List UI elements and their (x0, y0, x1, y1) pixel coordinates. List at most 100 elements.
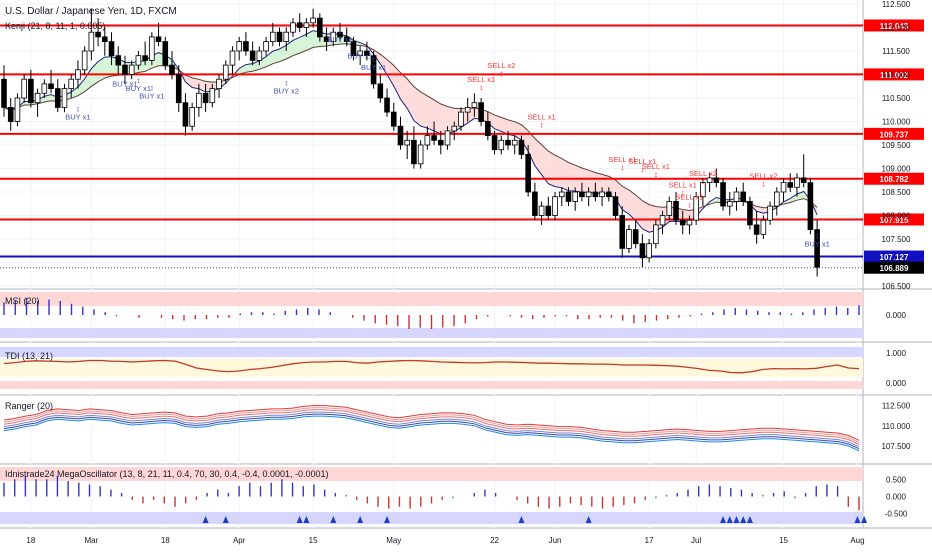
candle-body[interactable] (673, 200, 679, 221)
candle-body[interactable] (511, 139, 518, 146)
candle-body[interactable] (216, 78, 222, 89)
candle-body[interactable] (558, 191, 565, 198)
price-tick-label[interactable]: 108.500 (882, 188, 911, 197)
time-tick-label[interactable]: Apr (233, 536, 246, 545)
price-tick-label[interactable]: 107.500 (882, 235, 911, 244)
candle-body[interactable] (249, 50, 256, 61)
candle-body[interactable] (189, 107, 195, 127)
candle-body[interactable] (343, 36, 350, 43)
candle-body[interactable] (229, 50, 236, 66)
candle-body[interactable] (303, 22, 310, 28)
candle-body[interactable] (310, 17, 316, 24)
candle-body[interactable] (21, 78, 27, 99)
candle-body[interactable] (377, 83, 384, 99)
candle-body[interactable] (437, 139, 444, 146)
candle-body[interactable] (122, 64, 128, 75)
level-axis-box[interactable] (864, 19, 924, 32)
candle-body[interactable] (505, 139, 511, 146)
time-tick-label[interactable]: Jul (691, 536, 701, 545)
candle-body[interactable] (283, 31, 290, 43)
ranger-tick-label[interactable]: 110.000 (882, 422, 911, 431)
candle-body[interactable] (222, 64, 229, 80)
candle-body[interactable] (592, 191, 599, 198)
candle-body[interactable] (525, 153, 531, 193)
candle-body[interactable] (619, 215, 626, 249)
candle-body[interactable] (491, 135, 498, 151)
price-tick-label[interactable]: 106.500 (882, 282, 911, 291)
candle-body[interactable] (384, 97, 390, 113)
candle-body[interactable] (81, 50, 88, 71)
candle-body[interactable] (518, 139, 525, 155)
candle-body[interactable] (424, 135, 431, 146)
time-tick-label[interactable]: Aug (850, 536, 864, 545)
candle-body[interactable] (256, 50, 263, 61)
candle-body[interactable] (713, 177, 720, 183)
time-axis[interactable]: 18 Mar 18 Apr 15 May 22 Jun 17 Jul 15 Aug (26, 536, 864, 545)
candle-body[interactable] (726, 200, 733, 207)
level-axis-box[interactable] (864, 250, 924, 263)
candle-body[interactable] (585, 191, 592, 198)
candle-body[interactable] (767, 205, 773, 221)
level-axis-label[interactable]: 108.782 (880, 175, 909, 184)
candle-body[interactable] (478, 102, 484, 122)
horizontal-levels[interactable]: 112.043 111.002 109.737 108.782 107.915 107.1… (0, 19, 924, 274)
time-tick-label[interactable]: 17 (645, 536, 654, 545)
candle-body[interactable] (75, 69, 81, 80)
candle-body[interactable] (807, 182, 814, 231)
candle-body[interactable] (552, 196, 558, 216)
candle-body[interactable] (1, 78, 7, 108)
candle-body[interactable] (666, 200, 673, 216)
candle-body[interactable] (397, 125, 404, 146)
candle-body[interactable] (390, 111, 397, 127)
candle-body[interactable] (774, 191, 780, 207)
candle-body[interactable] (290, 22, 296, 33)
candle-body[interactable] (88, 31, 95, 52)
candle-body[interactable] (451, 125, 458, 132)
candle-body[interactable] (626, 229, 632, 249)
time-tick-label[interactable]: Mar (84, 536, 98, 545)
time-tick-label[interactable]: Jun (549, 536, 562, 545)
candle-body[interactable] (243, 41, 249, 52)
candle-body[interactable] (639, 243, 646, 259)
level-axis-label[interactable]: 106.889 (880, 264, 909, 273)
candle-body[interactable] (794, 177, 800, 188)
candle-body[interactable] (532, 191, 538, 216)
candle-body[interactable] (780, 182, 787, 193)
candle-body[interactable] (740, 191, 746, 202)
candle-body[interactable] (209, 88, 216, 104)
candle-body[interactable] (471, 102, 478, 108)
candle-body[interactable] (296, 22, 303, 28)
candle-body[interactable] (787, 182, 794, 188)
candle-body[interactable] (572, 191, 578, 202)
price-tick-label[interactable]: 109.500 (882, 141, 911, 150)
candle-body[interactable] (14, 97, 21, 122)
candle-body[interactable] (814, 229, 820, 268)
candle-body[interactable] (444, 130, 451, 146)
candle-body[interactable] (612, 196, 619, 216)
candle-body[interactable] (679, 219, 686, 226)
candle-body[interactable] (653, 224, 659, 245)
candle-body[interactable] (108, 41, 115, 57)
candle-body[interactable] (599, 191, 605, 198)
price-tick-label[interactable]: 112.000 (882, 24, 911, 33)
candle-body[interactable] (485, 121, 491, 136)
candle-body[interactable] (700, 182, 706, 198)
candle-body[interactable] (760, 219, 767, 235)
level-axis-box[interactable] (864, 68, 924, 81)
candle-body[interactable] (54, 88, 61, 108)
price-tick-label[interactable]: 109.000 (882, 165, 911, 174)
candle-body[interactable] (34, 92, 41, 104)
level-axis-label[interactable]: 107.127 (880, 253, 909, 262)
tdi-tick-label[interactable]: 1.000 (886, 349, 907, 358)
candle-body[interactable] (196, 92, 202, 108)
candle-body[interactable] (659, 215, 666, 226)
candle-body[interactable] (41, 83, 48, 94)
candle-body[interactable] (263, 41, 269, 52)
candlestick-series[interactable] (1, 8, 820, 277)
candle-body[interactable] (753, 224, 760, 235)
candle-body[interactable] (686, 219, 693, 226)
candle-body[interactable] (632, 229, 639, 245)
candle-body[interactable] (733, 191, 740, 202)
